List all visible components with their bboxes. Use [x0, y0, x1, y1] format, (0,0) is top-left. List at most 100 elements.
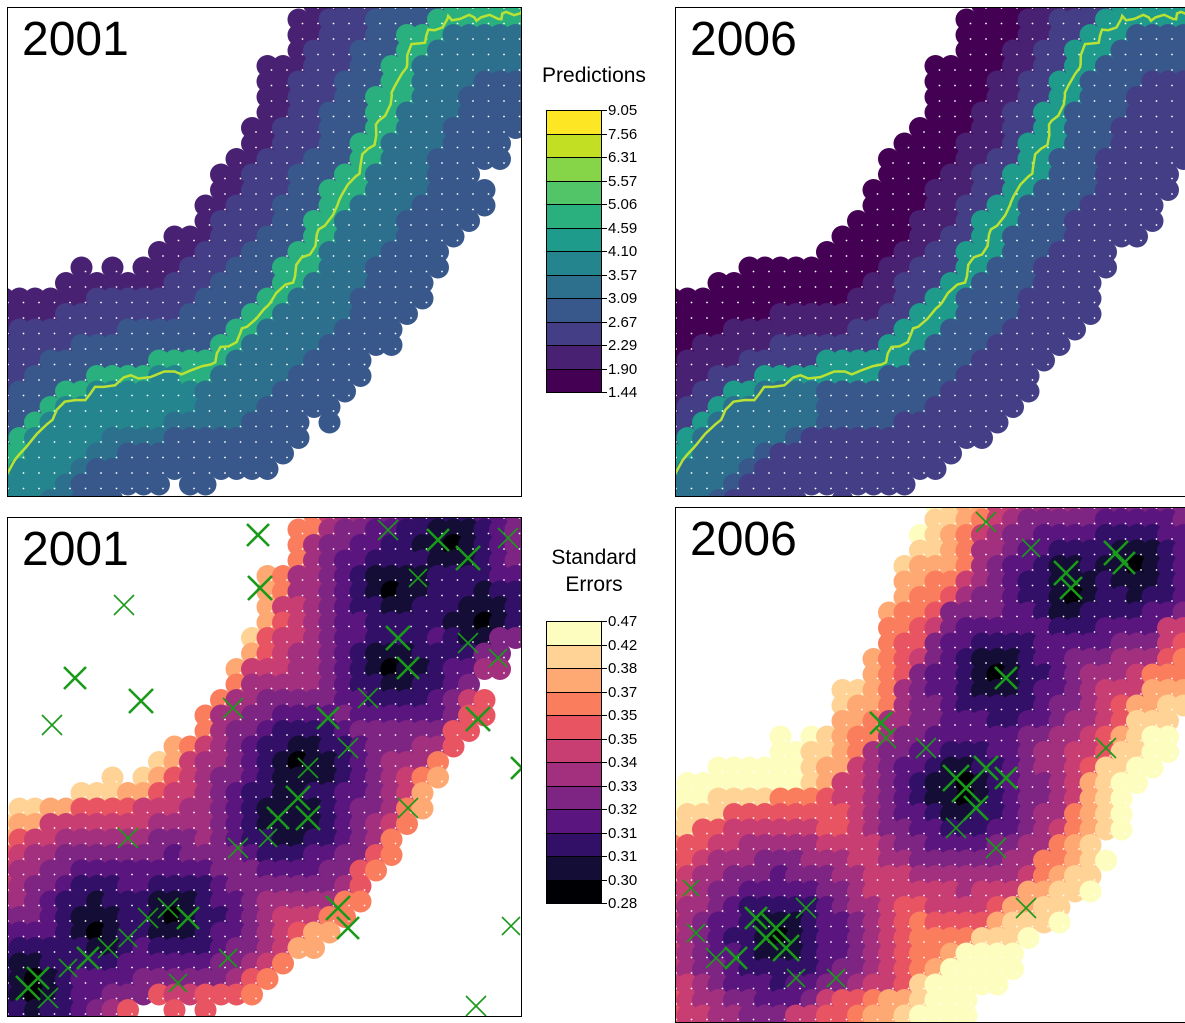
grid-point	[271, 905, 273, 907]
grid-point	[985, 38, 987, 40]
grid-point	[861, 379, 863, 381]
grid-point	[488, 579, 490, 581]
observation-marker	[64, 667, 86, 689]
grid-point	[38, 348, 40, 350]
grid-point	[23, 920, 25, 922]
grid-point	[1001, 348, 1003, 350]
grid-point	[954, 616, 956, 618]
grid-point	[768, 457, 770, 459]
grid-point	[209, 951, 211, 953]
grid-point	[333, 271, 335, 273]
grid-point	[1063, 255, 1065, 257]
grid-point	[38, 457, 40, 459]
grid-point	[162, 302, 164, 304]
grid-point	[830, 410, 832, 412]
grid-point	[1171, 131, 1173, 133]
grid-point	[23, 967, 25, 969]
grid-point	[348, 147, 350, 149]
grid-point	[364, 38, 366, 40]
grid-point	[271, 209, 273, 211]
grid-point	[799, 333, 801, 335]
grid-point	[426, 533, 428, 535]
grid-point	[162, 286, 164, 288]
grid-point	[178, 843, 180, 845]
grid-point	[193, 750, 195, 752]
grid-point	[333, 100, 335, 102]
grid-point	[939, 317, 941, 319]
grid-point	[147, 364, 149, 366]
grid-point	[23, 858, 25, 860]
grid-point	[1140, 616, 1142, 618]
grid-point	[908, 224, 910, 226]
grid-point	[830, 364, 832, 366]
grid-point	[1016, 224, 1018, 226]
grid-point	[691, 364, 693, 366]
grid-point	[1109, 69, 1111, 71]
grid-point	[38, 843, 40, 845]
grid-point	[441, 610, 443, 612]
grid-point	[706, 488, 708, 490]
grid-point	[147, 889, 149, 891]
grid-point	[209, 734, 211, 736]
grid-point	[908, 647, 910, 649]
grid-point	[379, 827, 381, 829]
grid-point	[457, 54, 459, 56]
grid-point	[877, 333, 879, 335]
grid-point	[302, 579, 304, 581]
grid-point	[209, 874, 211, 876]
grid-point	[737, 333, 739, 335]
grid-point	[1032, 678, 1034, 680]
grid-point	[861, 302, 863, 304]
grid-point	[255, 920, 257, 922]
grid-point	[302, 85, 304, 87]
grid-point	[426, 564, 428, 566]
grid-point	[1063, 302, 1065, 304]
grid-point	[85, 951, 87, 953]
grid-point	[240, 998, 242, 1000]
grid-point	[317, 951, 319, 953]
grid-point	[286, 843, 288, 845]
grid-point	[426, 781, 428, 783]
grid-point	[23, 426, 25, 428]
grid-point	[379, 147, 381, 149]
grid-point	[892, 178, 894, 180]
grid-point	[364, 379, 366, 381]
grid-point	[1047, 162, 1049, 164]
grid-point	[1047, 647, 1049, 649]
grid-point	[271, 410, 273, 412]
predictions-raster-2006	[676, 8, 1185, 496]
grid-point	[23, 905, 25, 907]
grid-point	[162, 379, 164, 381]
grid-point	[1001, 600, 1003, 602]
grid-point	[939, 600, 941, 602]
grid-point	[410, 224, 412, 226]
grid-point	[240, 796, 242, 798]
grid-point	[131, 936, 133, 938]
grid-point	[1078, 523, 1080, 525]
grid-point	[722, 379, 724, 381]
grid-point	[1125, 54, 1127, 56]
grid-point	[985, 616, 987, 618]
grid-point	[970, 162, 972, 164]
grid-point	[1109, 85, 1111, 87]
grid-point	[348, 193, 350, 195]
grid-point	[302, 951, 304, 953]
grid-point	[908, 631, 910, 633]
grid-point	[100, 457, 102, 459]
grid-point	[846, 410, 848, 412]
grid-point	[271, 348, 273, 350]
grid-point	[908, 240, 910, 242]
grid-point	[426, 610, 428, 612]
grid-point	[1016, 569, 1018, 571]
grid-point	[1171, 100, 1173, 102]
grid-point	[364, 85, 366, 87]
grid-point	[333, 843, 335, 845]
grid-point	[1001, 224, 1003, 226]
grid-point	[224, 441, 226, 443]
grid-point	[1016, 147, 1018, 149]
grid-point	[1001, 333, 1003, 335]
grid-point	[255, 703, 257, 705]
grid-point	[147, 951, 149, 953]
grid-point	[85, 271, 87, 273]
raster-cell	[894, 474, 916, 496]
